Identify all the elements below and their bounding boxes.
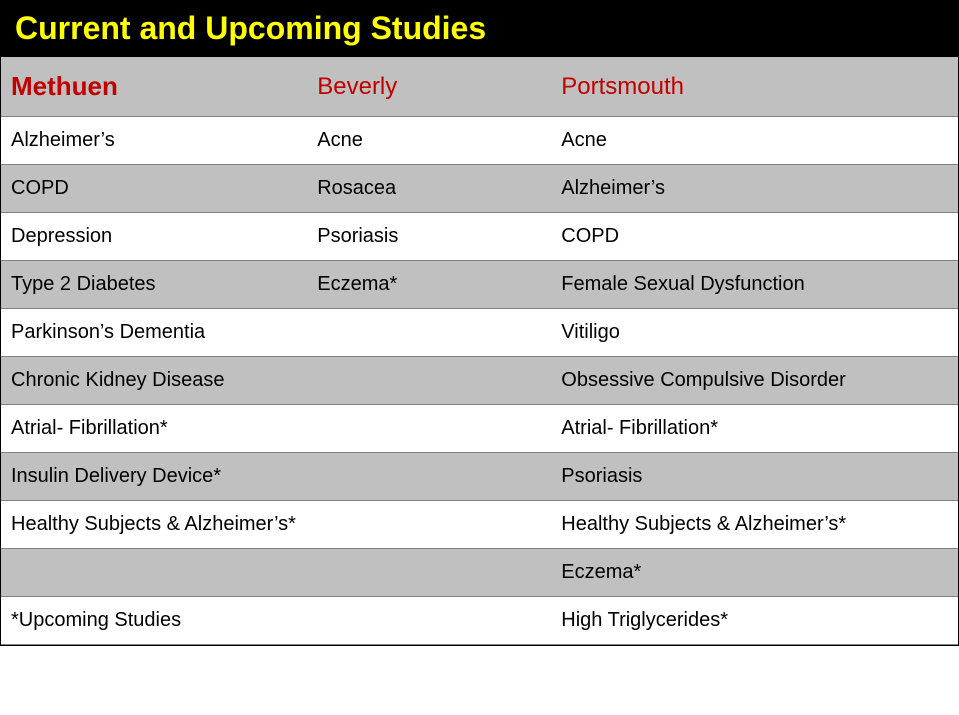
table-cell: Chronic Kidney Disease (1, 357, 307, 405)
column-header-portsmouth: Portsmouth (551, 57, 958, 117)
table-row: Alzheimer’s Acne Acne (1, 117, 958, 165)
table-cell: Insulin Delivery Device* (1, 453, 307, 501)
table-cell (307, 405, 551, 453)
table-cell (307, 453, 551, 501)
table-row: *Upcoming Studies High Triglycerides* (1, 597, 958, 645)
table-cell (307, 357, 551, 405)
title-bar: Current and Upcoming Studies (1, 0, 958, 57)
table-cell: Vitiligo (551, 309, 958, 357)
table-cell: *Upcoming Studies (1, 597, 307, 645)
table-cell: Healthy Subjects & Alzheimer’s* (551, 501, 958, 549)
page-title: Current and Upcoming Studies (15, 10, 944, 47)
table-row: Atrial- Fibrillation* Atrial- Fibrillati… (1, 405, 958, 453)
table-cell: Alzheimer’s (551, 165, 958, 213)
table-cell: COPD (1, 165, 307, 213)
table-cell: Alzheimer’s (1, 117, 307, 165)
table-cell (307, 597, 551, 645)
table-cell: Atrial- Fibrillation* (1, 405, 307, 453)
table-cell: Atrial- Fibrillation* (551, 405, 958, 453)
table-cell: Psoriasis (551, 453, 958, 501)
table-row: Type 2 Diabetes Eczema* Female Sexual Dy… (1, 261, 958, 309)
table-row: Parkinson’s Dementia Vitiligo (1, 309, 958, 357)
table-cell: Obsessive Compulsive Disorder (551, 357, 958, 405)
column-header-beverly: Beverly (307, 57, 551, 117)
table-row: Depression Psoriasis COPD (1, 213, 958, 261)
table-cell (307, 501, 551, 549)
table-cell: Acne (307, 117, 551, 165)
table-cell: Eczema* (551, 549, 958, 597)
table-cell: COPD (551, 213, 958, 261)
table-cell (307, 549, 551, 597)
table-row: COPD Rosacea Alzheimer’s (1, 165, 958, 213)
table-row: Insulin Delivery Device* Psoriasis (1, 453, 958, 501)
table-cell: Type 2 Diabetes (1, 261, 307, 309)
table-cell: Healthy Subjects & Alzheimer’s* (1, 501, 307, 549)
studies-table: Methuen Beverly Portsmouth Alzheimer’s A… (1, 57, 958, 645)
table-row: Eczema* (1, 549, 958, 597)
table-cell: Female Sexual Dysfunction (551, 261, 958, 309)
table-cell: Psoriasis (307, 213, 551, 261)
table-cell: High Triglycerides* (551, 597, 958, 645)
studies-table-container: Current and Upcoming Studies Methuen Bev… (0, 0, 959, 646)
table-body: Alzheimer’s Acne Acne COPD Rosacea Alzhe… (1, 117, 958, 645)
table-cell: Rosacea (307, 165, 551, 213)
table-cell (307, 309, 551, 357)
table-cell: Acne (551, 117, 958, 165)
table-cell (1, 549, 307, 597)
table-cell: Parkinson’s Dementia (1, 309, 307, 357)
column-header-methuen: Methuen (1, 57, 307, 117)
table-row: Chronic Kidney Disease Obsessive Compuls… (1, 357, 958, 405)
table-row: Healthy Subjects & Alzheimer’s* Healthy … (1, 501, 958, 549)
table-header-row: Methuen Beverly Portsmouth (1, 57, 958, 117)
table-cell: Eczema* (307, 261, 551, 309)
table-cell: Depression (1, 213, 307, 261)
